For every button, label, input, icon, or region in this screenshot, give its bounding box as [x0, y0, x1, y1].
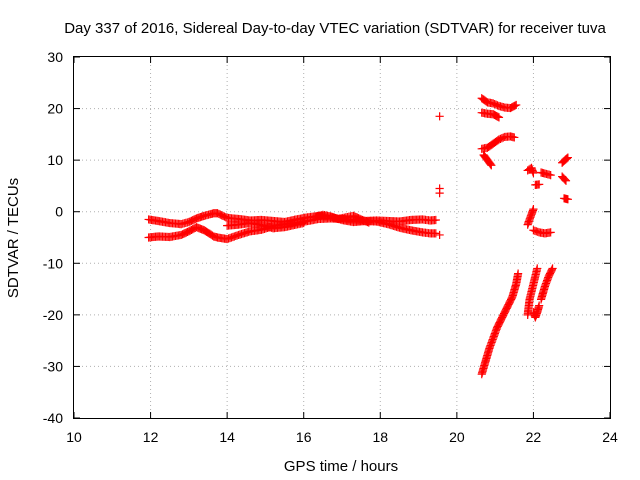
data-point: [486, 160, 495, 169]
series-t15: [529, 226, 555, 238]
series-t14: [523, 205, 538, 229]
data-point: [514, 269, 523, 278]
y-axis-label: SDTVAR / TECUs: [5, 178, 22, 298]
data-point: [560, 175, 570, 184]
data-point: [561, 176, 571, 185]
data-point: [562, 154, 572, 163]
series-t12: [531, 180, 544, 189]
data-point: [529, 205, 538, 214]
x-tick-label: 12: [143, 429, 159, 445]
y-tick-label: 30: [47, 49, 63, 65]
grid: [74, 57, 610, 418]
chart-title: Day 337 of 2016, Sidereal Day-to-day VTE…: [64, 20, 606, 37]
x-tick-labels: 10 12 14 16 18 20 22 24: [66, 429, 618, 445]
data-point: [435, 112, 444, 121]
series-t20: [558, 172, 571, 185]
series-t6: [477, 94, 521, 113]
series-t18: [536, 264, 557, 304]
y-tick-label: -40: [43, 410, 63, 426]
y-tick-label: 0: [55, 204, 63, 220]
data-point: [546, 170, 555, 180]
y-tick-label: -10: [43, 255, 63, 271]
data-point: [546, 228, 555, 237]
data-point: [493, 112, 502, 121]
series-t9: [479, 150, 496, 170]
data-point: [535, 301, 544, 310]
x-tick-label: 24: [602, 429, 618, 445]
data-point: [494, 113, 504, 122]
plot-frame: [73, 56, 611, 419]
data-point: [299, 218, 308, 228]
series-t19: [558, 153, 572, 167]
series-t11: [523, 163, 538, 178]
series-t7: [477, 108, 504, 122]
series-t13: [536, 168, 555, 180]
data-marks: [144, 94, 572, 379]
x-tick-label: 22: [526, 429, 542, 445]
data-point: [435, 230, 444, 240]
series-t8: [477, 132, 519, 153]
x-tick-label: 16: [296, 429, 312, 445]
data-point: [547, 265, 557, 274]
data-point: [548, 264, 557, 273]
data-point: [487, 161, 496, 170]
data-point: [364, 218, 373, 227]
data-point: [435, 189, 444, 198]
data-point: [563, 195, 572, 204]
series-t3: [223, 218, 308, 233]
data-point: [535, 180, 544, 189]
x-tick-label: 20: [449, 429, 465, 445]
data-point: [510, 133, 519, 142]
series-t16: [523, 264, 542, 319]
data-point: [563, 153, 572, 162]
data-point: [431, 215, 440, 225]
x-tick-label: 14: [219, 429, 235, 445]
y-tick-label: -30: [43, 358, 63, 374]
y-tick-label: -20: [43, 307, 63, 323]
x-axis-label: GPS time / hours: [284, 458, 398, 475]
y-tick-label: 10: [47, 152, 63, 168]
data-point: [529, 168, 538, 178]
x-tick-label: 10: [66, 429, 82, 445]
series-t5: [435, 112, 444, 240]
y-tick-label: 20: [47, 101, 63, 117]
data-point: [512, 100, 521, 110]
y-tick-labels: -40 -30 -20 -10 0 10 20 30: [43, 49, 63, 426]
series-t21: [559, 194, 572, 204]
series-t17: [529, 301, 544, 322]
series-t10: [477, 269, 523, 379]
data-point: [533, 264, 542, 273]
series-t4: [311, 210, 373, 227]
data-point: [431, 229, 440, 238]
data-point: [510, 101, 520, 110]
x-tick-label: 18: [372, 429, 388, 445]
